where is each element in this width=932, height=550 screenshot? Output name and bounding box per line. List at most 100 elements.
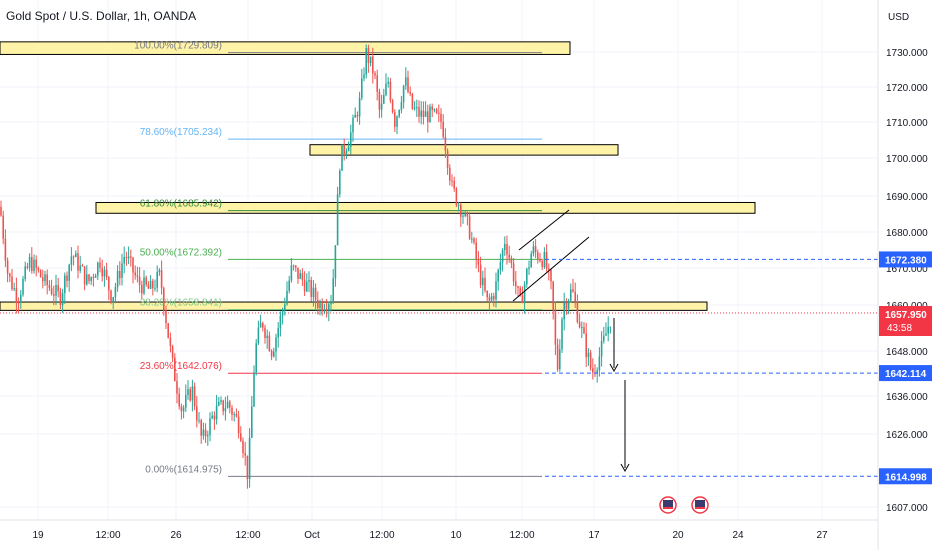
candle-body: [152, 280, 154, 289]
candle-body: [297, 267, 299, 279]
candlestick-series: [0, 44, 612, 489]
candle-body: [226, 401, 229, 409]
candle-body: [110, 290, 112, 303]
candle-body: [136, 275, 139, 277]
candle-body: [376, 75, 378, 92]
candle-body: [37, 267, 40, 271]
candle-body: [587, 352, 590, 358]
candle-body: [264, 327, 266, 339]
price-tick-label: 1670.000: [886, 264, 928, 275]
candle-body: [255, 343, 257, 373]
candle-body: [17, 302, 20, 304]
price-axis[interactable]: USD 1730.000 1720.000 1710.000 1700.000 1690.…: [877, 0, 932, 550]
us-event-flag-icon[interactable]: [659, 496, 677, 514]
candle-body: [81, 265, 84, 267]
candle-body: [319, 303, 321, 308]
candle-body: [323, 310, 326, 312]
time-tick-label: 12:00: [369, 530, 394, 541]
economic-events[interactable]: [659, 496, 709, 514]
candle-body: [383, 95, 385, 104]
candle-body: [396, 116, 398, 127]
candle-body: [347, 146, 350, 152]
candle-body: [554, 309, 557, 345]
candle-body: [185, 395, 187, 408]
candle-body: [286, 290, 288, 305]
candle-body: [187, 389, 189, 396]
candle-body: [22, 279, 24, 295]
candle-body: [402, 85, 405, 103]
candle-body: [508, 254, 510, 259]
candle-body: [103, 269, 106, 277]
candle-body: [570, 289, 572, 301]
candle-body: [211, 415, 213, 419]
candle-body: [541, 261, 543, 267]
candle-body: [350, 132, 352, 147]
candle-body: [548, 268, 550, 270]
arrow-head-short: [609, 363, 619, 373]
candle-body: [501, 250, 504, 263]
time-axis[interactable]: 19 12:00 26 12:00 Oct 12:00 10 12:00 17 20 24 27: [0, 519, 878, 541]
candle-body: [460, 204, 462, 217]
candle-body: [163, 288, 165, 311]
candle-body: [176, 381, 178, 394]
candle-body: [116, 270, 119, 288]
candle-body: [105, 269, 108, 277]
candle-body: [196, 406, 198, 421]
price-tick-label: 1636.000: [886, 392, 928, 403]
candle-body: [231, 407, 233, 415]
candle-body: [308, 280, 310, 282]
candle-body: [358, 97, 361, 117]
candle-body: [48, 285, 51, 289]
time-tick-label: 24: [732, 530, 744, 541]
candle-body: [572, 289, 574, 292]
candle-body: [138, 276, 141, 285]
candle-body: [506, 243, 508, 255]
zone-mid: [309, 144, 619, 156]
candle-body: [330, 303, 332, 305]
candle-body: [303, 279, 306, 292]
candle-body: [486, 290, 488, 298]
zone-top: [0, 41, 571, 55]
candle-body: [372, 56, 374, 74]
candle-body: [222, 400, 224, 412]
candle-body: [242, 440, 244, 453]
candle-body: [444, 137, 447, 151]
candle-body: [215, 405, 218, 420]
price-label-box: [879, 365, 932, 382]
candle-body: [11, 276, 13, 290]
supply-demand-zones: [0, 41, 878, 314]
candle-body: [578, 322, 581, 328]
flag-field: [663, 500, 673, 507]
candle-body: [521, 295, 524, 303]
fib-label: 100.00%(1729.809): [134, 41, 222, 52]
price-tick-label: 1607.000: [886, 503, 928, 514]
candle-body: [167, 323, 169, 338]
candle-body: [97, 262, 99, 276]
candle-body: [28, 257, 31, 268]
candle-body: [490, 296, 493, 301]
candle-body: [83, 266, 86, 285]
candle-body: [607, 326, 609, 334]
candle-body: [446, 150, 449, 168]
candle-body: [292, 265, 295, 267]
candle-body: [405, 77, 407, 86]
candle-body: [504, 243, 506, 251]
candle-body: [90, 277, 92, 282]
candle-body: [585, 333, 587, 358]
candle-body: [114, 287, 117, 298]
time-tick-label: 12:00: [95, 530, 120, 541]
us-event-flag-icon[interactable]: [691, 496, 709, 514]
candle-body: [284, 304, 286, 311]
candle-body: [530, 253, 532, 268]
candle-body: [464, 212, 466, 216]
candle-body: [581, 327, 583, 329]
candle-body: [154, 287, 156, 289]
currency-label: USD: [888, 12, 909, 23]
candle-body: [235, 414, 238, 417]
candle-body: [127, 256, 130, 259]
candle-body: [471, 238, 473, 240]
candle-body: [86, 274, 88, 285]
candle-body: [352, 117, 354, 133]
candle-body: [321, 303, 323, 312]
